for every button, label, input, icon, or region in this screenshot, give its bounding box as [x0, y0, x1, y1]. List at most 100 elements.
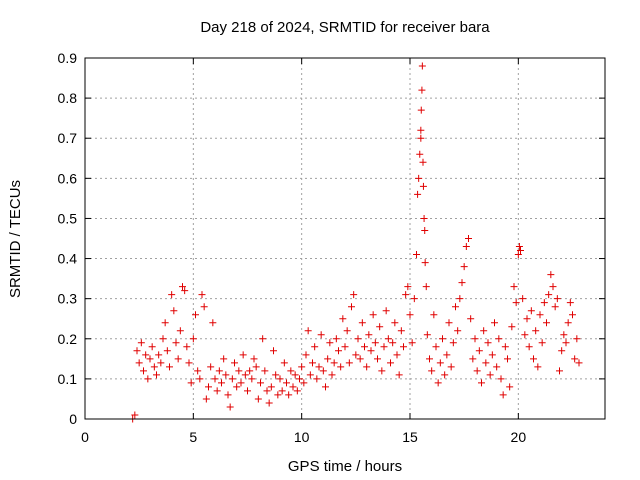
data-point: [259, 335, 267, 343]
data-point: [493, 363, 501, 371]
y-tick-label: 0.8: [58, 90, 78, 106]
data-point: [515, 243, 523, 251]
data-point: [491, 319, 498, 327]
data-point: [183, 343, 191, 351]
data-point: [202, 395, 210, 403]
data-point: [445, 319, 453, 327]
data-point: [382, 307, 390, 315]
data-point: [163, 347, 171, 355]
data-point: [267, 383, 275, 391]
data-point: [198, 291, 206, 299]
data-point: [436, 359, 444, 367]
data-point: [417, 106, 425, 114]
data-point: [200, 303, 208, 311]
data-point: [536, 311, 544, 319]
data-point: [257, 379, 264, 387]
data-point: [551, 303, 559, 311]
data-point: [319, 367, 327, 375]
data-point: [241, 371, 249, 379]
data-point: [153, 371, 160, 379]
data-point: [209, 319, 217, 327]
data-point: [330, 359, 338, 367]
data-point: [553, 295, 561, 303]
data-point: [283, 379, 290, 387]
data-point: [205, 383, 212, 391]
data-point: [211, 375, 219, 383]
data-point: [361, 343, 368, 351]
data-point: [558, 347, 566, 355]
data-point: [410, 295, 418, 303]
data-point: [311, 343, 319, 351]
x-tick-label: 0: [81, 429, 89, 445]
data-point: [560, 331, 568, 339]
y-tick-label: 0.1: [58, 371, 78, 387]
data-point: [532, 327, 540, 335]
data-point: [478, 379, 485, 387]
data-point: [220, 355, 228, 363]
data-point: [337, 363, 345, 371]
data-point: [276, 375, 284, 383]
data-point: [510, 283, 518, 291]
data-point: [408, 339, 416, 347]
data-point: [274, 391, 282, 399]
data-point: [423, 331, 431, 339]
data-point: [420, 214, 428, 222]
data-point: [270, 347, 277, 355]
data-point: [391, 319, 399, 327]
data-point: [419, 158, 427, 166]
data-point: [428, 367, 436, 375]
data-point: [159, 335, 167, 343]
data-point: [530, 355, 537, 363]
data-point: [475, 347, 483, 355]
data-point: [326, 339, 334, 347]
data-point: [469, 355, 477, 363]
x-tick-label: 20: [511, 429, 527, 445]
data-point: [380, 343, 388, 351]
data-point: [252, 363, 260, 371]
data-point: [161, 319, 169, 327]
y-tick-label: 0.2: [58, 331, 78, 347]
data-point: [315, 363, 323, 371]
data-point: [497, 375, 505, 383]
data-point: [228, 375, 236, 383]
data-point: [562, 339, 570, 347]
data-point: [222, 371, 230, 379]
data-point: [465, 235, 472, 242]
data-point: [148, 343, 156, 351]
data-point: [181, 287, 189, 295]
data-point: [506, 383, 514, 391]
data-point: [400, 343, 407, 351]
data-point: [300, 379, 308, 387]
data-point: [543, 319, 550, 327]
data-point: [131, 411, 139, 419]
data-point: [384, 335, 392, 343]
data-point: [415, 174, 423, 182]
data-point: [335, 347, 342, 355]
data-point: [272, 371, 280, 379]
data-point: [432, 343, 440, 351]
data-point: [244, 387, 251, 395]
data-point: [418, 62, 426, 70]
data-point: [365, 331, 373, 339]
data-point: [547, 271, 555, 279]
data-point: [192, 311, 199, 319]
data-point: [397, 327, 405, 335]
data-point: [426, 355, 433, 363]
data-point: [196, 375, 204, 383]
data-point: [235, 367, 243, 375]
data-point: [224, 391, 232, 399]
grid: [85, 58, 605, 419]
data-point: [218, 379, 225, 387]
data-point: [430, 311, 438, 319]
data-point: [157, 359, 165, 367]
data-point: [179, 283, 186, 291]
chart-title: Day 218 of 2024, SRMTID for receiver bar…: [200, 19, 490, 36]
data-point: [571, 355, 579, 363]
data-point: [287, 367, 295, 375]
data-point: [304, 327, 312, 335]
data-point: [215, 367, 223, 375]
x-tick-label: 5: [189, 429, 197, 445]
data-point: [376, 323, 384, 331]
data-point: [246, 367, 254, 375]
data-point: [421, 226, 429, 234]
